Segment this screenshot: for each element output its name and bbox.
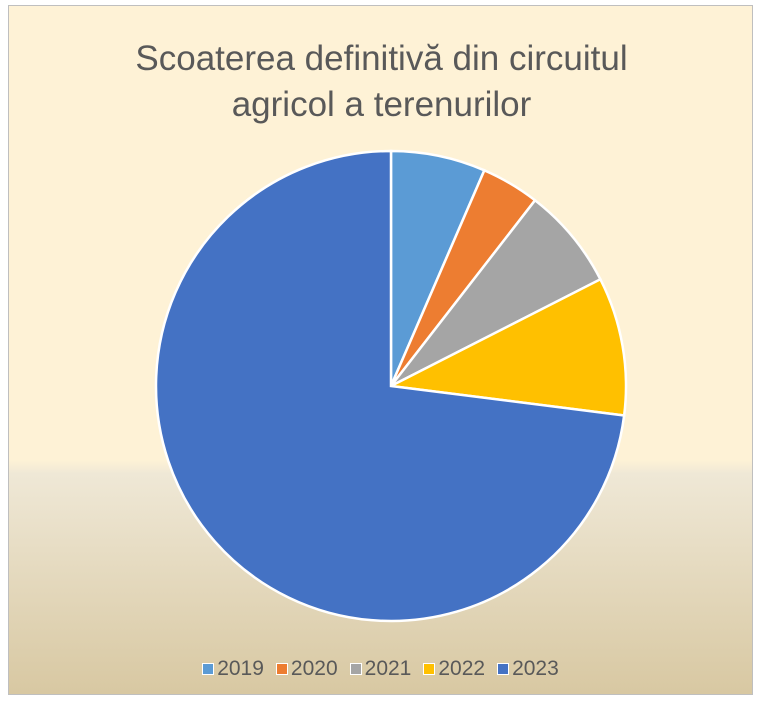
legend-label: 2022 — [438, 657, 486, 680]
pie-slice — [386, 277, 628, 417]
legend-swatch — [275, 663, 288, 675]
legend-item: 2023 — [497, 657, 559, 681]
plot — [154, 149, 628, 623]
legend-item: 2019 — [202, 657, 264, 681]
legend-label: 2023 — [512, 657, 559, 680]
pie-slice — [390, 198, 603, 388]
legend-item: 2020 — [275, 657, 338, 681]
chart: Scoaterea definitivă din circuitul agric… — [8, 5, 753, 695]
legend-label: 2021 — [364, 657, 412, 680]
legend: 2019 2020 2021 2022 2023 — [9, 657, 752, 681]
legend-item: 2022 — [423, 657, 485, 681]
legend-swatch — [349, 663, 362, 675]
chart-title: Scoaterea definitivă din circuitul agric… — [135, 39, 628, 124]
legend-swatch — [202, 663, 215, 675]
legend-swatch — [423, 663, 436, 675]
legend-label: 2020 — [290, 657, 338, 680]
legend-item: 2021 — [349, 657, 412, 681]
pie-slice — [154, 149, 626, 623]
legend-label: 2019 — [217, 657, 264, 680]
legend-swatch — [497, 663, 510, 675]
